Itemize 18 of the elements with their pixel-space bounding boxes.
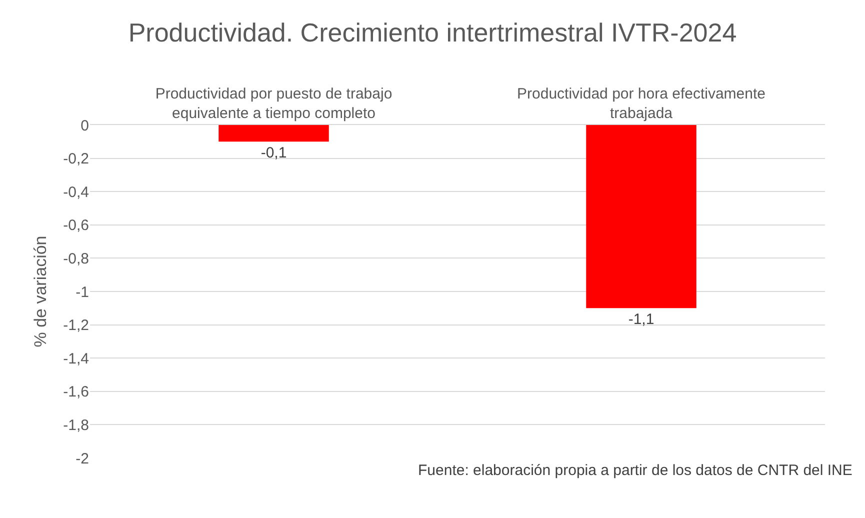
y-tick-label: -0,2 — [63, 150, 89, 168]
y-tick-label: -2 — [76, 450, 89, 468]
chart-title: Productividad. Crecimiento intertrimestral IVTR-2024 — [128, 18, 737, 48]
y-tick-label: -0,8 — [63, 250, 89, 268]
y-tick-label: -1,8 — [63, 416, 89, 434]
y-tick-label: -0,4 — [63, 184, 89, 201]
y-tick-label: -0,6 — [63, 217, 89, 234]
y-tick-label: -1,4 — [63, 350, 89, 368]
y-tick-label: -1,2 — [63, 317, 89, 334]
y-axis-title: % de variación — [31, 236, 50, 348]
x-tick-label: Productividad por puesto de trabajo equivalente a tiempo completo — [155, 86, 392, 122]
data-label: -0,1 — [260, 144, 287, 162]
y-tick-label: -1,6 — [63, 384, 89, 401]
data-label: -1,1 — [628, 311, 654, 328]
y-tick-label: 0 — [80, 117, 89, 134]
y-tick-label: -1 — [76, 284, 89, 301]
x-tick-label: Productividad por hora efectivamente trabajada — [517, 86, 766, 122]
source-note: Fuente: elaboración propia a partir de los datos de CNTR del INE — [418, 462, 852, 479]
